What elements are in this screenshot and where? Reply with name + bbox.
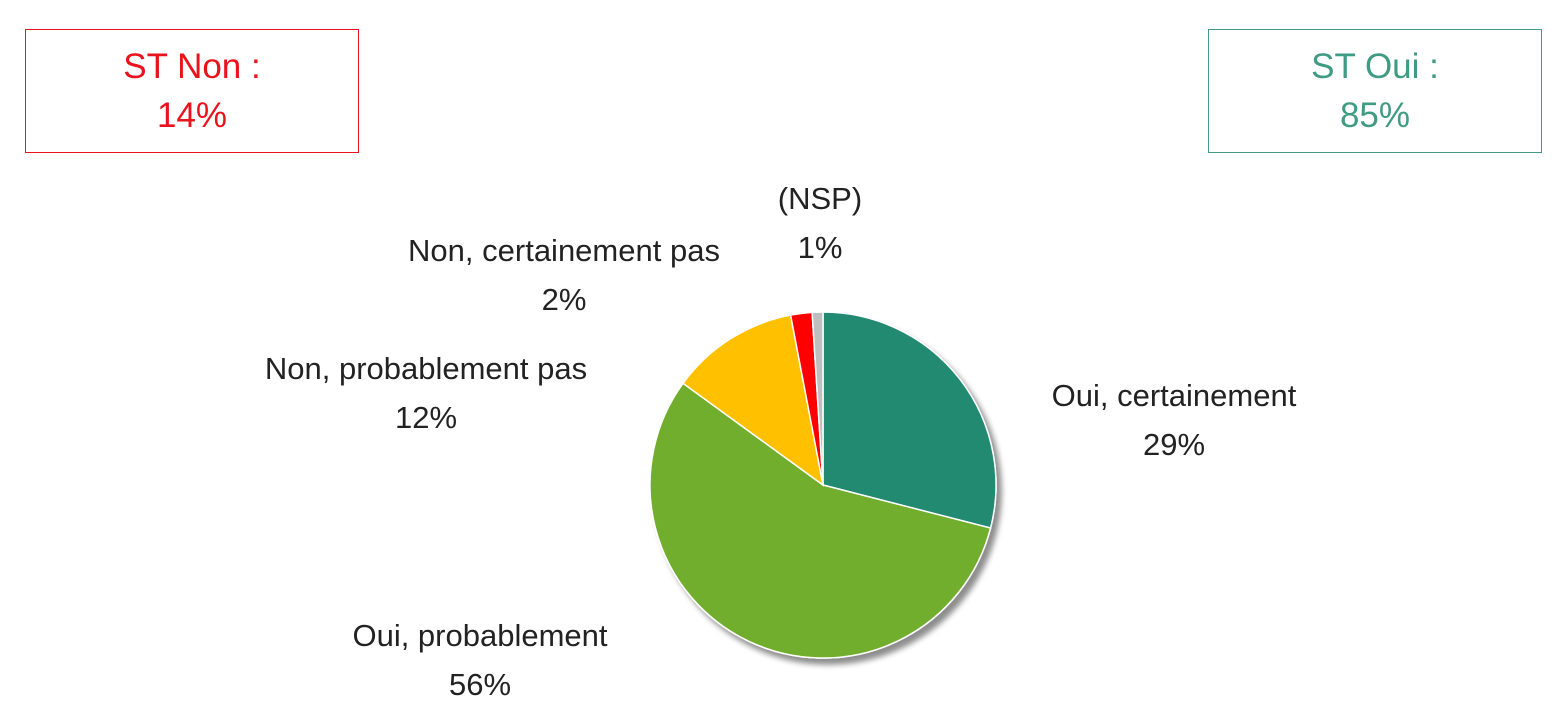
summary-box-oui: ST Oui : 85% [1208,29,1542,153]
slice-value-non-probablement-pas: 12% [395,400,457,435]
slice-labels: Oui, certainement 29% Oui, probablement 56%… [265,181,1297,702]
summary-non-value: 14% [156,96,228,135]
slice-label-oui-probablement: Oui, probablement [352,618,607,653]
slice-value-nsp: 1% [798,230,843,265]
pie-slice-oui-certainement [822,311,997,529]
pie-slice-non-probablement-pas [681,314,825,487]
summary-box-non: ST Non : 14% [25,29,359,153]
pie-slices [649,311,997,659]
summary-oui-label: ST Oui : [1311,47,1439,86]
summary-oui-value: 85% [1339,96,1411,135]
slice-value-oui-probablement: 56% [449,667,511,702]
slice-value-non-certainement-pas: 2% [542,282,587,317]
summary-non-label: ST Non : [123,47,261,86]
slice-label-non-probablement-pas: Non, probablement pas [265,351,587,386]
pie-slice-nsp [811,311,824,486]
slice-label-nsp: (NSP) [778,181,862,216]
slice-value-oui-certainement: 29% [1143,427,1205,462]
pie-slice-oui-probablement [649,382,992,659]
slice-label-oui-certainement: Oui, certainement [1052,378,1297,413]
slice-label-non-certainement-pas: Non, certainement pas [408,233,720,268]
